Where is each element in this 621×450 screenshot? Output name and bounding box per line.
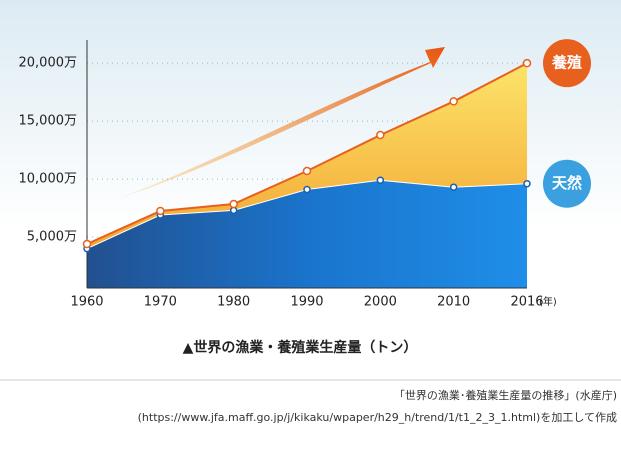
caption: ▲世界の漁業・養殖業生産量（トン） — [183, 339, 418, 356]
area — [87, 63, 527, 249]
point — [229, 199, 238, 209]
legend-label: 養殖 — [551, 54, 582, 72]
x-tick-label: 1990 — [290, 295, 323, 310]
point — [376, 176, 385, 184]
point — [303, 185, 311, 194]
x-tick-label: 1960 — [70, 295, 103, 310]
legend-marker — [543, 159, 591, 208]
point — [522, 58, 532, 68]
legend-label: 天然 — [552, 174, 582, 192]
point — [523, 179, 531, 188]
point — [449, 183, 458, 191]
source: 「世界の漁業･養殖業生産量の推移」(水産庁) — [394, 388, 617, 402]
point — [82, 239, 92, 249]
y-tick-label: 10,000万 — [19, 172, 78, 187]
source: (https://www.jfa.maff.go.jp/j/kikaku/wpa… — [138, 411, 617, 424]
point — [302, 166, 312, 176]
point — [229, 206, 238, 215]
y-tick-label: 15,000万 — [19, 114, 78, 129]
x-tick-label: 2000 — [364, 295, 397, 310]
y-tick-label: 5,000万 — [27, 230, 77, 245]
point — [156, 206, 165, 216]
y-tick-label: 20,000万 — [19, 56, 78, 71]
area — [87, 180, 527, 288]
point — [376, 130, 385, 140]
legend-marker — [543, 39, 591, 88]
point — [449, 97, 458, 106]
x-tick-label: 1970 — [144, 295, 177, 310]
x-tick-label: 1980 — [217, 295, 250, 310]
x-tick-label: 2016 — [510, 295, 543, 310]
x-tick-label: 2010 — [437, 295, 470, 310]
x-unit: (年) — [539, 295, 557, 308]
